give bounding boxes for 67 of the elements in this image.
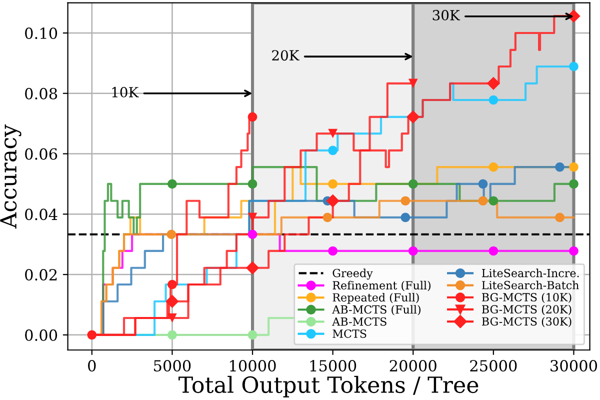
point [168,313,177,323]
y-tick-label: 0.08 [25,88,58,100]
y-tick-label: 0.04 [25,208,58,220]
point [322,212,332,222]
point [569,162,578,172]
point [168,280,177,290]
x-axis-title: Total Output Tokens / Tree [178,376,478,398]
x-tick-label: 15000 [310,360,356,372]
point [87,330,97,340]
x-tick-label: 25000 [470,360,517,372]
point [246,261,260,274]
x-tick-label: 10000 [230,360,276,372]
point [328,179,338,189]
point [488,196,498,206]
x-tick-label: 30000 [550,360,598,372]
point [478,179,488,189]
legend-label: LiteSearch-Incre. [482,268,579,278]
point [248,179,258,189]
point [248,230,258,240]
x-tick-label: 0 [88,360,96,372]
point [408,179,418,189]
point [166,230,176,240]
point [569,246,578,256]
point [326,194,340,208]
point [248,112,258,122]
point [406,110,420,124]
annotation: 30K [432,10,460,20]
legend-label: AB-MCTS (Full) [332,305,420,316]
point [486,76,500,90]
legend-label: MCTS [332,329,366,338]
y-tick-label: 0.10 [25,27,58,40]
point [168,179,177,189]
x-tick-label: 5000 [154,360,191,372]
legend-label: LiteSearch-Batch [482,280,579,290]
point [488,246,498,256]
legend-label: BG-MCTS (20K) [482,304,572,316]
legend-label: AB-MCTS [332,317,386,326]
y-tick-label: 0.06 [25,148,58,160]
point [555,162,564,172]
y-tick-label: 0.02 [25,268,57,281]
annotation: 20K [272,50,300,61]
point [248,212,258,222]
legend-label: BG-MCTS (30K) [482,317,572,328]
y-axis-title: Accuracy [0,124,22,229]
point [478,196,488,206]
point [569,62,578,72]
legend-label: BG-MCTS (10K) [482,292,572,303]
point [248,330,258,340]
point [408,78,418,88]
legend-label: Greedy [332,268,373,280]
point [488,162,498,172]
legend-label: Refinement (Full) [332,280,430,292]
point [328,128,338,138]
point [400,196,410,206]
annotation: 10K [112,86,139,98]
legend-label: Repeated (Full) [332,292,419,304]
point [408,246,418,256]
point [168,330,177,340]
point [569,179,578,189]
point [488,95,498,105]
point [166,294,179,308]
point [328,246,338,256]
y-tick-label: 0.00 [25,329,58,341]
point [400,212,410,222]
point [555,212,564,222]
x-tick-label: 20000 [390,360,436,372]
point [328,146,338,156]
